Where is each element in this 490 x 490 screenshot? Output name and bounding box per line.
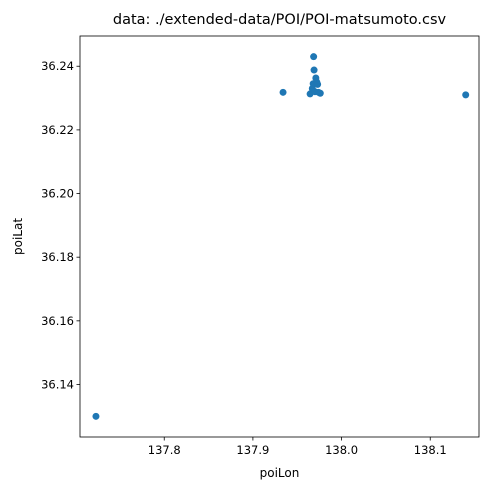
x-tick-label: 138.0	[325, 443, 358, 457]
y-tick-label: 36.14	[41, 377, 74, 391]
y-axis-label: poiLat	[11, 218, 25, 255]
scatter-point	[310, 66, 318, 74]
y-axis-ticks: 36.14 36.16 36.18 36.20 36.22 36.24	[41, 59, 80, 391]
x-tick-label: 137.9	[236, 443, 269, 457]
scatter-point	[279, 88, 287, 96]
scatter-point	[314, 80, 322, 88]
scatter-point	[462, 91, 470, 99]
y-tick-label: 36.20	[41, 187, 74, 201]
x-axis-label: poiLon	[260, 466, 300, 480]
scatter-point	[310, 53, 318, 61]
scatter-point	[92, 412, 100, 420]
y-tick-label: 36.18	[41, 250, 74, 264]
y-tick-label: 36.24	[41, 59, 74, 73]
y-tick-label: 36.16	[41, 314, 74, 328]
y-tick-label: 36.22	[41, 123, 74, 137]
plot-frame	[79, 35, 480, 438]
x-tick-label: 138.1	[414, 443, 447, 457]
x-axis-ticks: 137.8 137.9 138.0 138.1	[148, 437, 447, 457]
x-tick-label: 137.8	[148, 443, 181, 457]
scatter-point	[316, 89, 324, 97]
chart-title: data: ./extended-data/POI/POI-matsumoto.…	[113, 12, 447, 28]
scatter-points	[92, 53, 470, 420]
